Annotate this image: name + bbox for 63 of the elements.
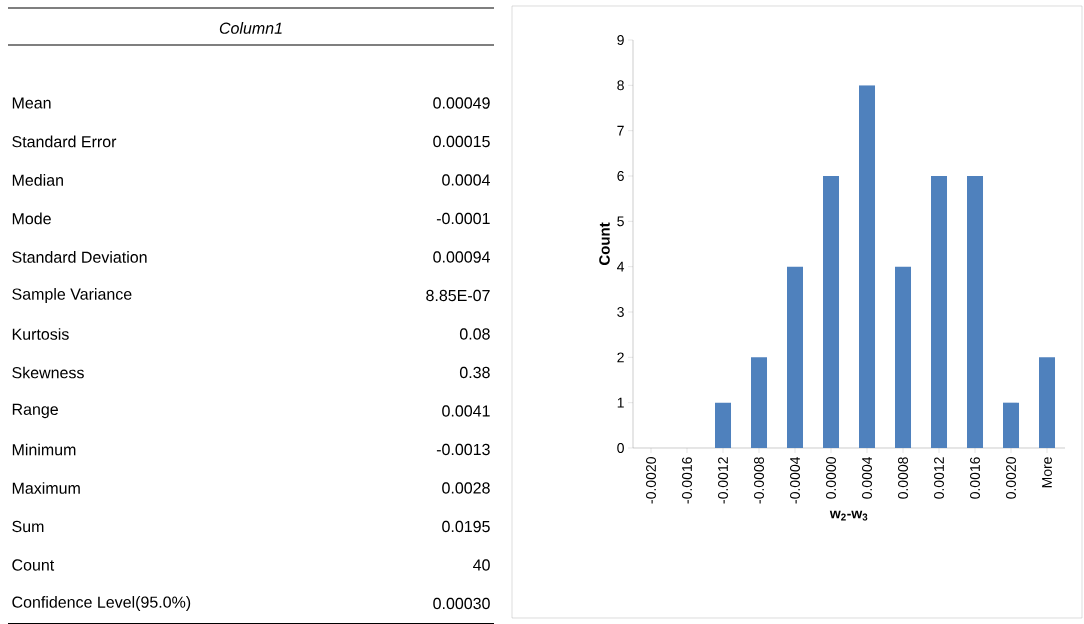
y-tick-label: 0 (617, 443, 624, 453)
text: 40 (473, 559, 490, 571)
bar (931, 176, 948, 448)
x-tick-label: -0.0020 (646, 457, 656, 504)
x-tick-label: More (1042, 457, 1052, 488)
y-tick-label: 4 (617, 261, 625, 272)
bar (715, 402, 732, 448)
bar (823, 176, 840, 448)
text: 0.08 (459, 328, 490, 340)
x-tick-label: -0.0004 (790, 456, 800, 504)
text: 0.00015 (433, 135, 490, 148)
x-tick-label: 0.0004 (862, 456, 872, 499)
text: 0.0028 (442, 482, 490, 494)
category-label: Confidence Level(95.0%) (12, 596, 191, 611)
x-tick-label: -0.0008 (754, 457, 764, 504)
x-tick-label: 0.0020 (1006, 457, 1016, 499)
category-label: Mean (12, 97, 51, 109)
y-tick-label: 7 (617, 125, 624, 136)
bar (751, 357, 768, 448)
category-label: Kurtosis (12, 328, 69, 340)
category-label: Sum (12, 520, 44, 533)
y-tick-label: 6 (617, 171, 624, 181)
category-label: Median (12, 174, 63, 186)
y-tick-label: 2 (617, 352, 624, 363)
x-tick-label: 0.0012 (934, 457, 944, 499)
category-label: Maximum (12, 482, 80, 494)
y-tick-label: 1 (617, 397, 624, 408)
text: 0.38 (459, 366, 490, 379)
y-axis-title: Count (599, 222, 610, 266)
text: 0.0004 (442, 174, 490, 186)
category-label: Mode (12, 212, 51, 225)
bar (787, 266, 804, 448)
text: 0.0195 (442, 520, 490, 533)
bar (1039, 357, 1056, 448)
y-tick-label: 5 (617, 216, 624, 227)
y-tick-label: 8 (617, 80, 624, 91)
x-tick-label: 0.0016 (970, 457, 980, 499)
text: -0.0013 (436, 443, 490, 456)
category-label: Standard Error (12, 135, 117, 148)
bar (967, 176, 984, 448)
text: 0.00030 (433, 597, 490, 610)
category-label: Count (12, 559, 55, 571)
text: Column1 (219, 22, 282, 34)
text: -0.0001 (436, 212, 490, 225)
bar (895, 266, 912, 448)
text: 8.85E-07 (426, 289, 490, 302)
y-tick-label: 3 (617, 307, 624, 317)
x-tick-label: 0.0008 (898, 457, 908, 499)
category-label: Sample Variance (12, 288, 132, 303)
category-label: Range (12, 403, 58, 419)
text: 0.00049 (433, 97, 490, 109)
y-tick-label: 9 (617, 35, 624, 45)
x-axis-title: w$_{2}$-w$_{3}$ (829, 510, 868, 521)
x-tick-label: 0.0000 (826, 457, 836, 499)
category-label: Minimum (12, 443, 76, 456)
x-tick-label: -0.0016 (682, 457, 692, 504)
bar (1003, 402, 1020, 448)
text: 0.0041 (442, 405, 490, 417)
bar (859, 85, 876, 448)
category-label: Standard Deviation (12, 251, 147, 263)
x-tick-label: -0.0012 (718, 457, 728, 504)
text: 0.00094 (433, 251, 490, 263)
category-label: Skewness (12, 366, 84, 379)
